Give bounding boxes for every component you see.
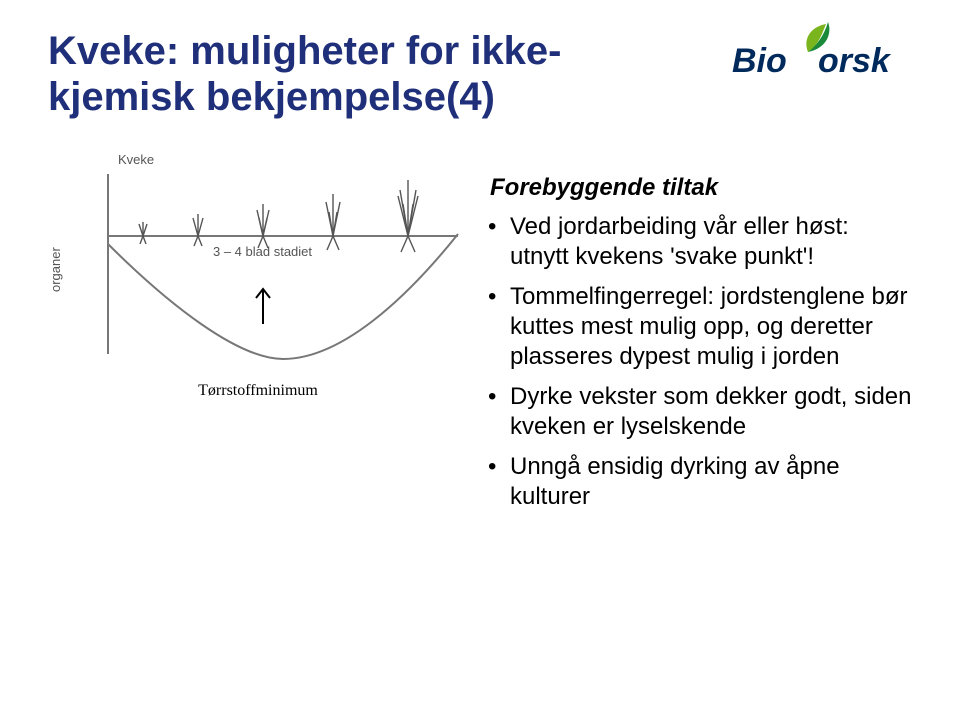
- logo-text-right: orsk: [818, 42, 892, 80]
- text-column: Forebyggende tiltak Ved jordarbeiding vå…: [488, 144, 912, 522]
- list-item: Dyrke vekster som dekker godt, siden kve…: [488, 382, 912, 442]
- figure-column: organer Kveke 3 – 4 blad stadiet Tørrsto…: [48, 144, 468, 400]
- figure-label-kveke: Kveke: [118, 152, 154, 167]
- bullet-list: Ved jordarbeiding vår eller høst: utnytt…: [488, 212, 912, 512]
- figure-label-organer: organer: [48, 247, 63, 292]
- figure-label-stage: 3 – 4 blad stadiet: [213, 244, 312, 259]
- arrow-up-icon: [256, 289, 270, 324]
- title-line-1: Kveke: muligheter for ikke-: [48, 29, 562, 73]
- list-item: Unngå ensidig dyrking av åpne kulturer: [488, 452, 912, 512]
- content-row: organer Kveke 3 – 4 blad stadiet Tørrsto…: [48, 144, 912, 522]
- list-item: Ved jordarbeiding vår eller høst: utnytt…: [488, 212, 912, 272]
- growth-diagram: organer Kveke 3 – 4 blad stadiet: [48, 144, 468, 374]
- figure-caption: Tørrstoffminimum: [48, 382, 468, 400]
- slide: Bio orsk Kveke: muligheter for ikke- kje…: [0, 0, 960, 701]
- bioforsk-logo: Bio orsk: [726, 22, 896, 82]
- logo-text-left: Bio: [732, 42, 787, 80]
- list-item: Tommelfingerregel: jordstenglene bør kut…: [488, 282, 912, 372]
- plants: [139, 180, 418, 252]
- subheading: Forebyggende tiltak: [490, 174, 912, 202]
- title-line-2: kjemisk bekjempelse(4): [48, 75, 495, 119]
